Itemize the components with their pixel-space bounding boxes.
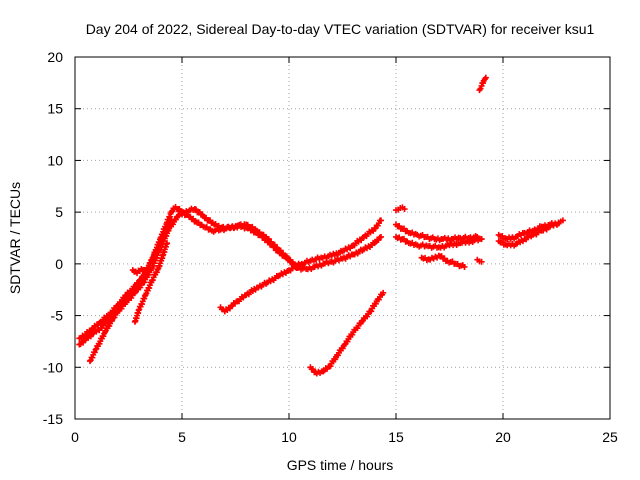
x-tick-label: 25	[602, 429, 618, 445]
y-tick-label: 0	[55, 256, 63, 272]
chart-title: Day 204 of 2022, Sidereal Day-to-day VTE…	[86, 21, 595, 37]
axis-ticks: 0 5 10 15 20 25 -15 -10 -5 0 5 10 15 20	[43, 49, 618, 445]
series-arc-m	[476, 74, 489, 94]
series-arc-l	[474, 256, 485, 265]
y-tick-label: 10	[47, 152, 63, 168]
data-point	[378, 217, 385, 224]
y-tick-label: -5	[51, 308, 64, 324]
series-arc-f	[217, 263, 299, 315]
data-point	[283, 253, 290, 260]
data-point	[92, 346, 99, 353]
x-tick-label: 5	[178, 429, 186, 445]
data-point	[482, 74, 489, 81]
series-arc-j	[393, 204, 408, 214]
data-point	[478, 236, 485, 243]
data-point	[401, 206, 408, 213]
series-arc-k	[418, 252, 468, 270]
series-arc-e	[129, 266, 149, 277]
data-point	[555, 220, 562, 227]
data-point	[161, 229, 168, 236]
x-tick-label: 0	[71, 429, 79, 445]
data-point	[461, 263, 468, 270]
x-tick-label: 10	[281, 429, 297, 445]
series-arc-a	[76, 203, 385, 342]
series-arc-d	[131, 240, 171, 325]
series-arc-c	[86, 217, 175, 365]
x-tick-label: 20	[495, 429, 511, 445]
x-axis-label: GPS time / hours	[287, 457, 394, 473]
data-point	[478, 258, 485, 265]
data-point	[378, 233, 385, 240]
data-series	[76, 74, 566, 377]
data-point	[142, 269, 149, 276]
data-point	[559, 217, 566, 224]
data-point	[167, 218, 174, 225]
data-point	[380, 289, 387, 296]
y-tick-label: 20	[47, 49, 63, 65]
y-tick-label: 15	[47, 101, 63, 117]
series-arc-b	[76, 205, 385, 348]
series-arc-g	[307, 289, 387, 377]
data-point	[168, 217, 175, 224]
data-point	[292, 263, 299, 270]
x-tick-label: 15	[388, 429, 404, 445]
series-arc-i	[393, 233, 485, 251]
data-point	[164, 240, 171, 247]
y-tick-label: -15	[43, 411, 63, 427]
y-tick-label: 5	[55, 204, 63, 220]
plot-frame	[74, 56, 611, 420]
y-tick-label: -10	[43, 359, 63, 375]
data-point	[86, 358, 93, 365]
data-point	[309, 366, 316, 373]
series-arc-o	[495, 220, 562, 243]
y-axis-label: SDTVAR / TECUs	[7, 182, 23, 294]
